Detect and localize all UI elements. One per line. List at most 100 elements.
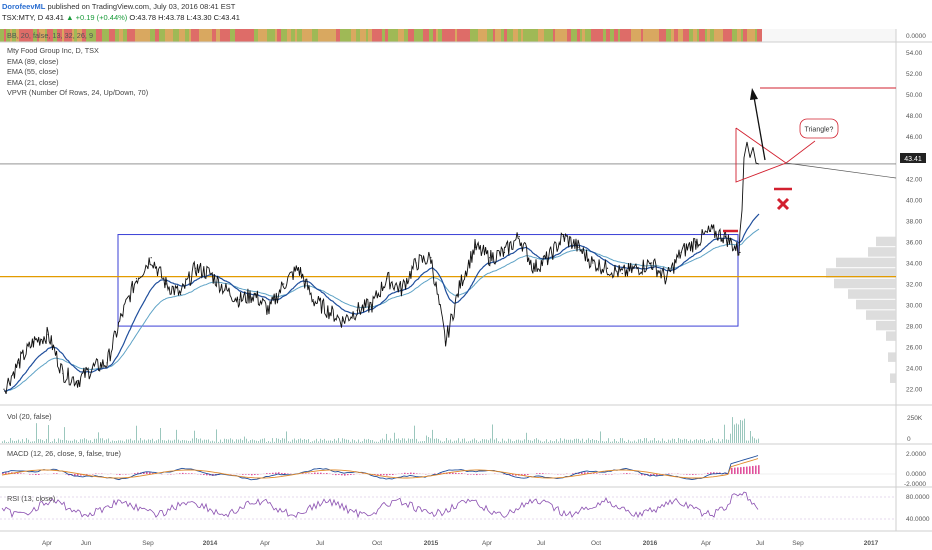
legend-item-ema21[interactable]: EMA (21, close)	[7, 77, 59, 87]
volume-bar	[212, 440, 213, 443]
range-box[interactable]	[117, 234, 739, 327]
volume-bar	[694, 439, 695, 443]
volume-bar	[364, 438, 365, 443]
volume-bar	[268, 440, 269, 443]
strip-segment	[385, 29, 388, 42]
time-tick-label: Apr	[482, 540, 493, 547]
strip-segment	[495, 29, 497, 42]
price-point	[577, 246, 579, 248]
volume-bar	[744, 418, 745, 443]
macd-hist-bar	[305, 473, 307, 474]
time-axis[interactable]: Apr Jun Sep 2014 Apr Jul Oct 2015 Apr Jul Oct 2016 A…	[42, 540, 879, 547]
legend-item-vpvr[interactable]: VPVR (Number Of Rows, 24, Up/Down, 70)	[7, 88, 149, 98]
strip-segment	[77, 29, 79, 42]
volume-bar	[158, 439, 159, 443]
volume-bar	[480, 440, 481, 443]
strip-segment	[699, 29, 701, 42]
volume-bar	[620, 438, 621, 443]
volume-bar	[194, 430, 195, 443]
strip-segment	[536, 29, 538, 42]
triangle-annotation[interactable]	[735, 87, 897, 183]
volume-bar	[528, 439, 529, 443]
volume-bar	[460, 441, 461, 443]
legend-item-ema89[interactable]: EMA (89, close)	[7, 56, 59, 66]
volume-bar	[98, 432, 99, 443]
price-tick-label: 48.00	[906, 113, 923, 120]
volume-bar	[666, 441, 667, 443]
macd-hist-bar	[17, 473, 19, 474]
strip-segment	[360, 29, 366, 42]
strip-segment	[463, 29, 467, 42]
strip-segment	[297, 29, 302, 42]
strip-segment	[408, 29, 414, 42]
volume-bar	[520, 440, 521, 443]
volume-bar	[124, 441, 125, 443]
volume-bar	[166, 440, 167, 443]
volume-bar	[18, 439, 19, 443]
price-axis[interactable]: 54.0052.0050.0048.0046.0044.0042.0040.00…	[906, 50, 923, 394]
volume-bar	[596, 439, 597, 443]
target-arrow[interactable]	[750, 88, 766, 161]
volume-bar	[84, 438, 85, 443]
macd-hist-bar	[593, 473, 595, 474]
volume-bar	[14, 441, 15, 443]
macd-hist-bar	[467, 474, 469, 475]
volume-bar	[104, 440, 105, 443]
volume-bar	[682, 439, 683, 443]
volume-bar	[672, 438, 673, 443]
macd-hist-bar	[53, 473, 55, 474]
volume-bar	[342, 438, 343, 443]
author-link[interactable]: DorofeevML	[2, 2, 46, 11]
strip-segment	[743, 29, 747, 42]
triangle-callout[interactable]: Triangle?	[799, 118, 839, 139]
macd-hist-bar	[707, 472, 709, 474]
volume-bar	[474, 438, 475, 443]
strip-segment	[388, 29, 394, 42]
volume-bar	[622, 438, 623, 443]
volume-bar	[282, 438, 283, 443]
strip-segment	[585, 29, 591, 42]
volume-bar	[6, 441, 7, 443]
strip-segment	[295, 29, 297, 42]
macd-hist-bar	[413, 472, 415, 474]
volume-bar	[88, 440, 89, 443]
volume-bar	[404, 438, 405, 443]
strip-segment	[567, 29, 571, 42]
volume-bar	[710, 439, 711, 443]
volume-bar	[488, 440, 489, 443]
strip-segment	[666, 29, 671, 42]
volume-bar	[250, 440, 251, 443]
volume-bar	[52, 441, 53, 443]
volume-bar	[464, 438, 465, 443]
volume-profile-bar	[868, 247, 896, 257]
strip-segment	[433, 29, 436, 42]
macd-hist-bar	[623, 473, 625, 474]
volume-bar	[30, 441, 31, 443]
volume-bar	[712, 438, 713, 443]
volume-bar	[264, 438, 265, 443]
strip-segment	[455, 29, 457, 42]
volume-bar	[414, 425, 415, 443]
strip-segment	[614, 29, 618, 42]
legend-item-ema55[interactable]: EMA (55, close)	[7, 67, 59, 77]
strip-segment	[351, 29, 356, 42]
volume-bar	[732, 417, 733, 443]
volume-profile-bar	[876, 320, 896, 331]
macd-hist-bar	[641, 474, 643, 476]
macd-hist-bar	[134, 473, 136, 474]
strip-segment	[606, 29, 610, 42]
strip-segment	[47, 29, 53, 42]
macd-hist-bar	[377, 474, 379, 475]
price-point	[135, 278, 138, 280]
volume-bar	[412, 438, 413, 443]
ticker-ohlc: O:43.78 H:43.78 L:43.30 C:43.41	[129, 13, 240, 22]
volume-bar	[386, 433, 387, 443]
volume-bar	[76, 440, 77, 443]
macd-hist-bar	[740, 467, 742, 474]
macd-signal-line	[1, 458, 759, 479]
volume-bar	[320, 438, 321, 443]
price-tick-label: 46.00	[906, 134, 923, 141]
strip-segment	[287, 29, 291, 42]
time-tick-label: Jul	[537, 540, 546, 547]
macd-hist-bar	[689, 474, 691, 475]
